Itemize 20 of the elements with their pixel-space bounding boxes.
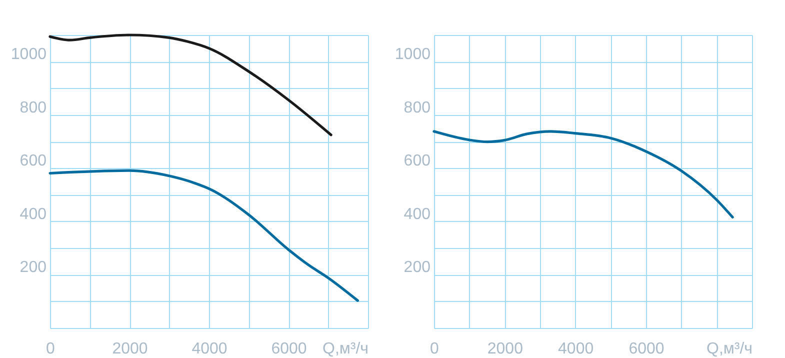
x-tick-label: 0 — [46, 340, 56, 358]
x-tick-label: 4000 — [558, 340, 594, 358]
y-tick-label: 600 — [404, 152, 431, 170]
y-tick-label: 800 — [20, 99, 47, 116]
y-tick-label: 1000 — [10, 46, 47, 64]
x-tick-label: 6000 — [628, 340, 664, 358]
x-tick-label: 2000 — [487, 340, 524, 358]
x-tick-label: 4000 — [192, 340, 228, 358]
x-tick-label: 2000 — [112, 340, 148, 358]
x-axis-title: Q,м³/ч — [706, 340, 752, 358]
y-tick-label: 400 — [404, 206, 431, 223]
y-tick-label: 1000 — [394, 46, 431, 64]
x-tick-label: 0 — [430, 340, 440, 358]
y-tick-label: 200 — [404, 259, 431, 276]
y-tick-label: 400 — [20, 206, 47, 223]
x-tick-label: 6000 — [271, 340, 307, 358]
y-tick-label: 800 — [404, 99, 431, 116]
x-axis-title: Q,м³/ч — [322, 340, 368, 358]
y-tick-label: 200 — [20, 259, 47, 276]
y-tick-label: 600 — [20, 152, 47, 170]
